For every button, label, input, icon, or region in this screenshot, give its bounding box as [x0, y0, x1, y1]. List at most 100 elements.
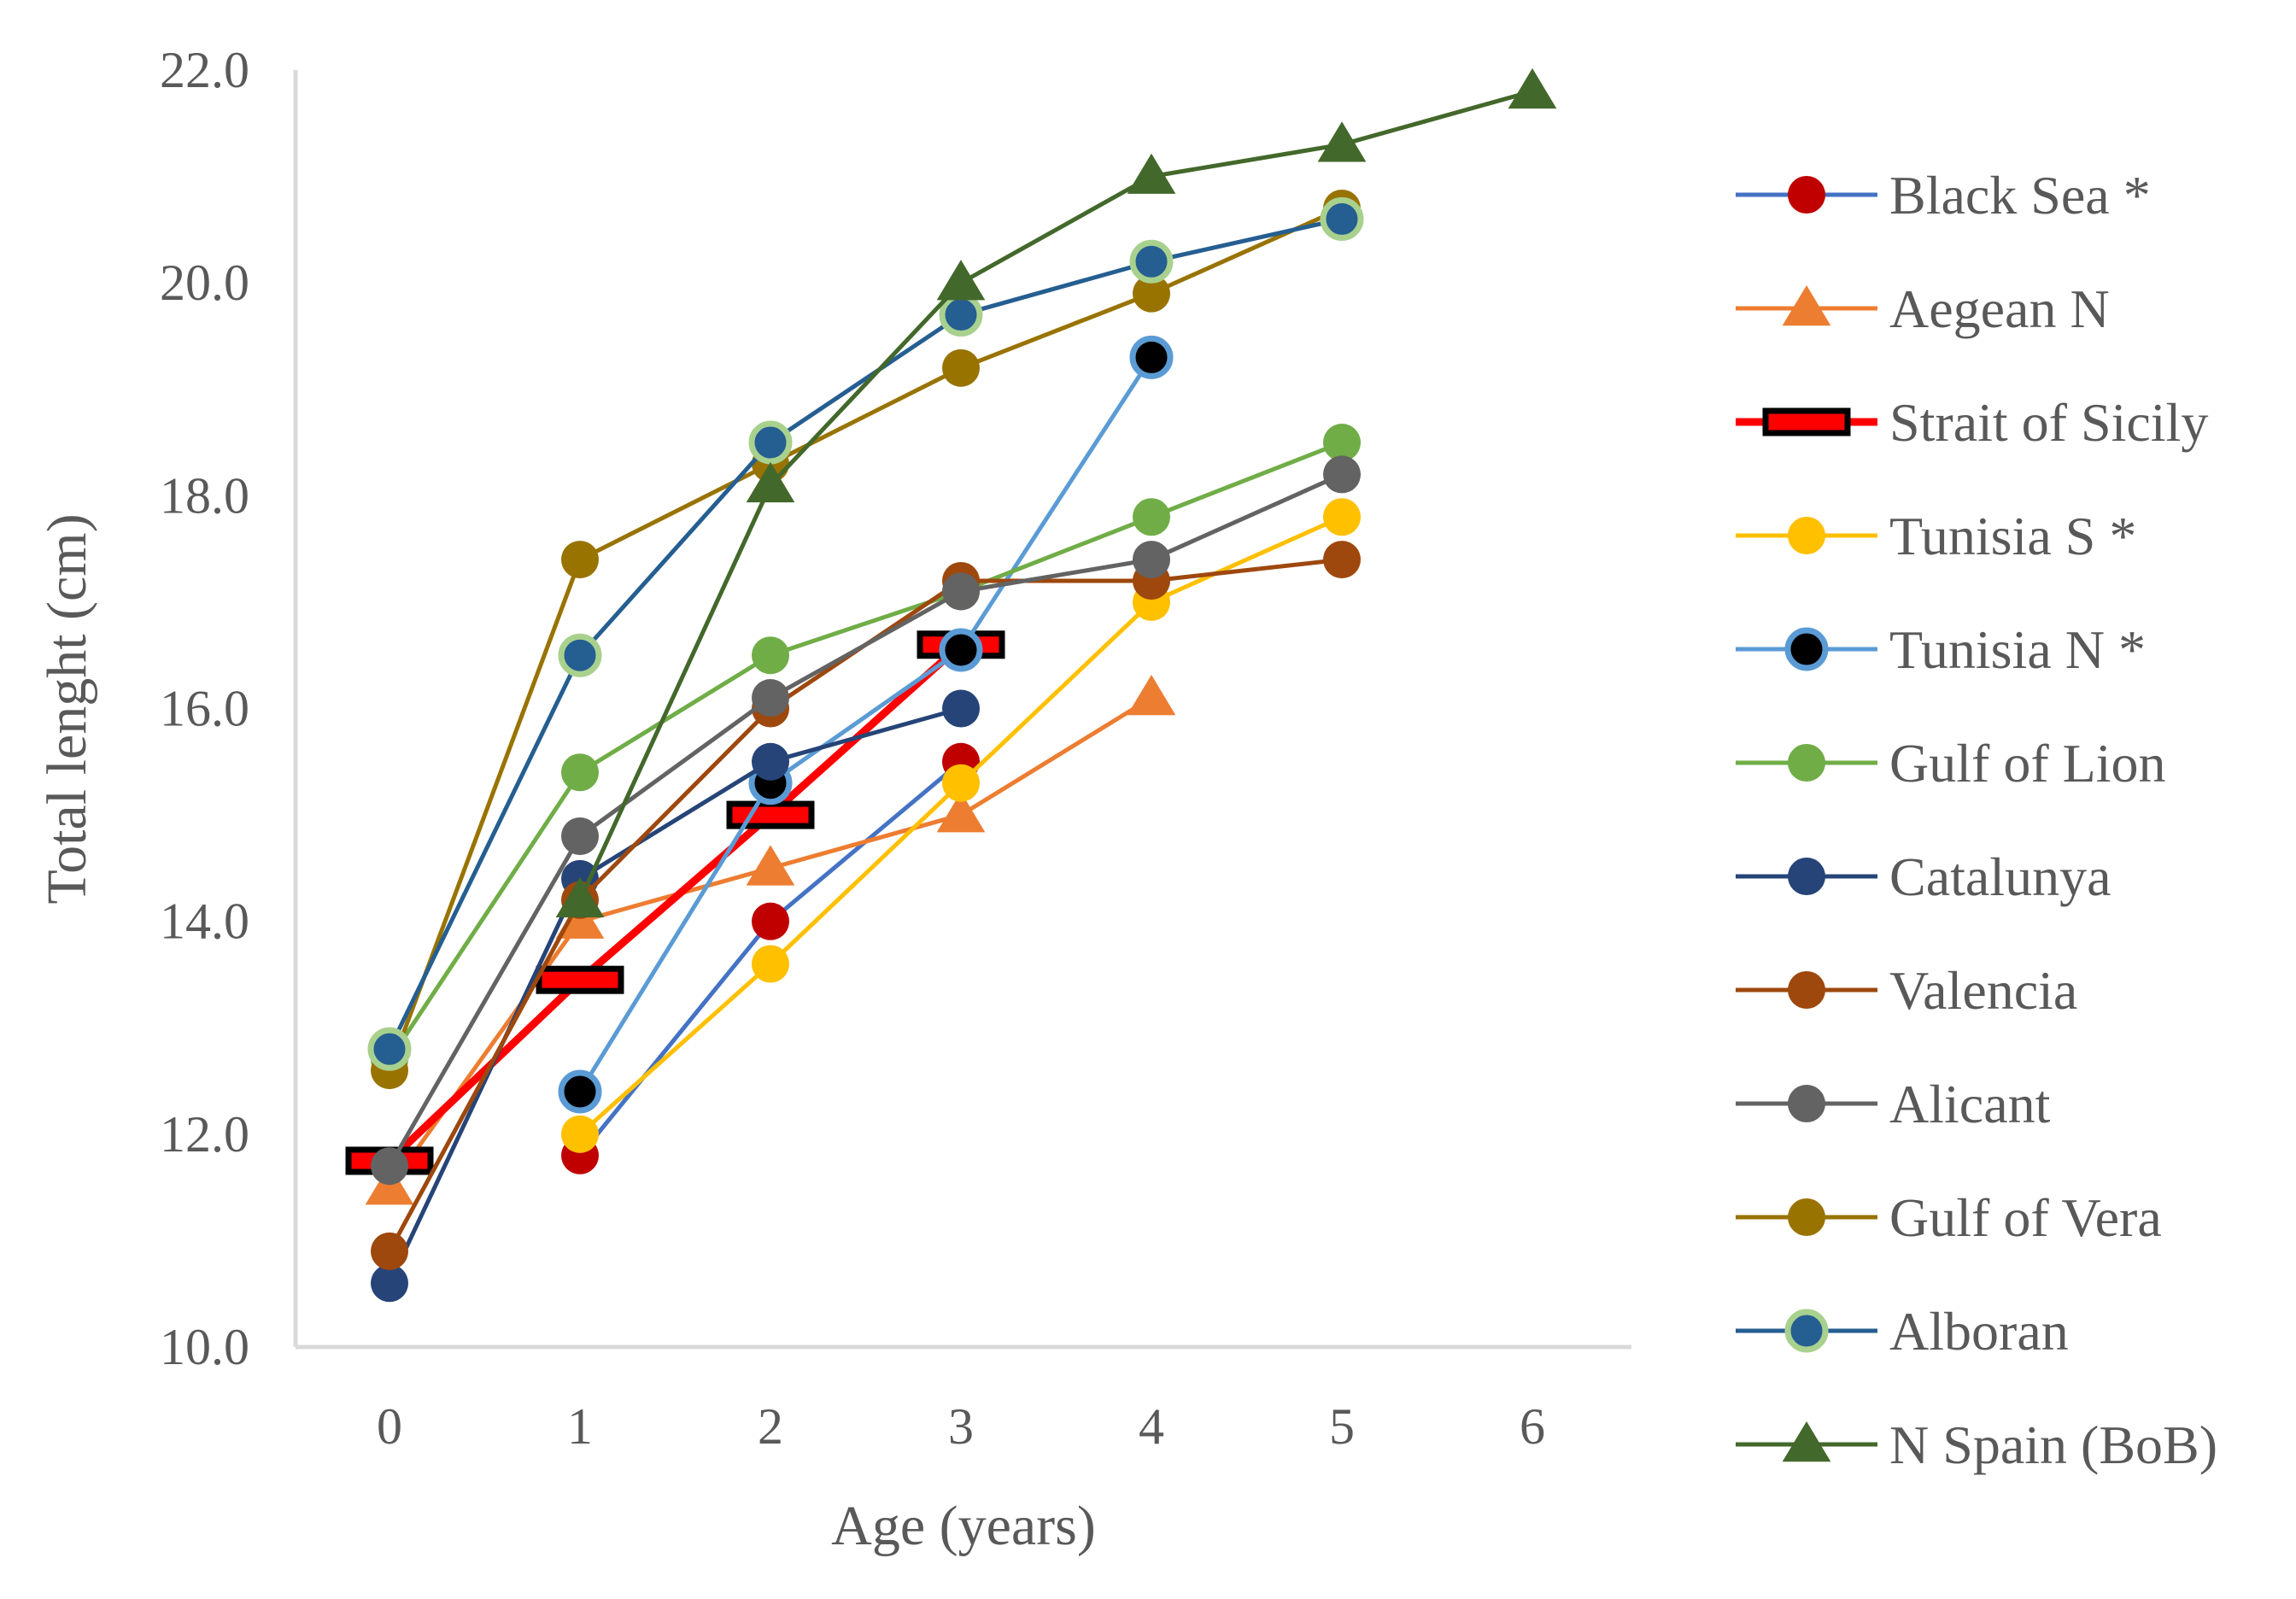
- y-tick-label: 12.0: [160, 1106, 249, 1163]
- data-point: [1127, 153, 1176, 194]
- data-point-ring: [1129, 335, 1174, 379]
- series-strait-of-sicily: [345, 630, 1005, 1175]
- legend-swatch-marker: [1784, 1309, 1829, 1353]
- series-n-spain-bob: [555, 67, 1557, 917]
- data-point: [1133, 498, 1170, 536]
- data-point: [1133, 541, 1170, 579]
- x-tick-label: 1: [567, 1398, 593, 1455]
- series-gulf-of-lion: [371, 424, 1361, 1079]
- legend-item-catalunya: Catalunya: [1736, 846, 2111, 907]
- series-gulf-of-vera: [371, 189, 1361, 1090]
- legend-swatch-marker: [1784, 627, 1829, 671]
- series-line-gulf-of-lion: [387, 440, 1343, 1062]
- x-tick-label: 5: [1329, 1398, 1355, 1455]
- data-point: [746, 845, 795, 886]
- x-tick-label: 4: [1139, 1398, 1164, 1455]
- data-point: [939, 628, 983, 672]
- series-layer: [345, 67, 1557, 1303]
- data-point: [367, 1027, 412, 1071]
- data-point: [752, 945, 789, 983]
- legend-label: Black Sea *: [1889, 165, 2151, 226]
- data-point: [1129, 239, 1174, 284]
- legend: Black Sea * Aegean N Strait of Sicily Tunis…: [1736, 165, 2217, 1475]
- y-tick-label: 18.0: [160, 467, 249, 524]
- legend-swatch-marker: [1788, 517, 1825, 554]
- legend-swatch-marker: [1788, 1198, 1825, 1236]
- data-point: [558, 633, 602, 677]
- data-point-ring: [558, 1069, 602, 1114]
- y-tick-label: 16.0: [160, 681, 249, 737]
- series-tunisia-n: [558, 335, 1174, 1114]
- data-point: [555, 876, 605, 917]
- legend-item-tunisia-s: Tunisia S *: [1736, 506, 2136, 566]
- series-catalunya: [371, 689, 980, 1303]
- y-axis-title: Total lenght (cm): [36, 513, 98, 904]
- legend-label: Tunisia S *: [1889, 506, 2136, 566]
- series-line-alicant: [387, 472, 1344, 1168]
- legend-label: Alicant: [1889, 1074, 2051, 1134]
- legend-swatch-marker: [1788, 744, 1825, 782]
- legend-label: Gulf of Vera: [1889, 1187, 2162, 1248]
- data-point: [726, 800, 815, 829]
- legend-swatch-marker-ring: [1784, 627, 1829, 671]
- series-alboran: [367, 196, 1364, 1071]
- data-point: [1129, 335, 1174, 379]
- x-tick-label: 2: [758, 1398, 783, 1455]
- legend-item-n-spain-bob: N Spain (BoB): [1736, 1414, 2217, 1475]
- legend-item-valencia: Valencia: [1736, 960, 2077, 1021]
- data-point: [561, 753, 599, 792]
- data-point: [1317, 121, 1367, 162]
- data-point-ring: [748, 420, 793, 465]
- data-point: [752, 742, 789, 781]
- data-point: [936, 260, 986, 301]
- data-point: [1508, 67, 1557, 109]
- data-point: [536, 965, 624, 994]
- data-point: [752, 636, 789, 675]
- series-line-strait-of-sicily: [386, 641, 964, 1164]
- data-point: [936, 792, 986, 833]
- legend-swatch-marker: [1782, 285, 1831, 326]
- x-tick-label: 6: [1520, 1398, 1545, 1455]
- legend-item-black-sea: Black Sea *: [1736, 165, 2151, 226]
- x-tick-label: 3: [948, 1398, 974, 1455]
- data-point: [942, 689, 980, 728]
- x-tick-label: 0: [377, 1398, 402, 1455]
- data-point: [939, 293, 983, 337]
- legend-label: Catalunya: [1889, 846, 2111, 907]
- series-valencia: [371, 541, 1361, 1270]
- data-point: [1127, 675, 1176, 716]
- x-axis-title: Age (years): [831, 1495, 1096, 1557]
- data-point: [752, 902, 789, 940]
- legend-label: Strait of Sicily: [1889, 392, 2208, 453]
- legend-label: N Spain (BoB): [1889, 1414, 2217, 1475]
- data-point: [748, 420, 793, 465]
- legend-swatch-marker: [1788, 858, 1825, 895]
- data-point-ring: [939, 293, 983, 337]
- legend-swatch-marker: [1782, 1421, 1831, 1462]
- data-point: [942, 764, 980, 802]
- data-point-ring: [1129, 239, 1174, 284]
- legend-label: Aegean N: [1889, 278, 2110, 339]
- data-point: [1323, 498, 1361, 536]
- legend-swatch-marker-ring: [1784, 1309, 1829, 1353]
- y-tick-label: 14.0: [160, 893, 249, 950]
- axes: [293, 70, 1631, 1350]
- data-point: [561, 541, 599, 579]
- legend-item-gulf-of-lion: Gulf of Lion: [1736, 733, 2166, 794]
- y-tick-label: 10.0: [160, 1319, 249, 1375]
- legend-swatch-marker: [1788, 176, 1825, 214]
- data-point: [371, 1232, 408, 1270]
- legend-item-gulf-of-vera: Gulf of Vera: [1736, 1187, 2162, 1248]
- y-tick-label: 20.0: [160, 255, 249, 311]
- y-tick-label: 22.0: [160, 42, 249, 98]
- data-point: [746, 461, 795, 503]
- legend-swatch-marker: [1788, 971, 1825, 1009]
- legend-label: Gulf of Lion: [1889, 733, 2166, 794]
- x-tick-labels: 0 1 2 3 4 5 6: [377, 1398, 1545, 1455]
- data-point: [942, 348, 980, 387]
- legend-item-aegean-n: Aegean N: [1736, 278, 2110, 339]
- data-point: [1323, 541, 1361, 579]
- legend-item-strait-of-sicily: Strait of Sicily: [1736, 392, 2208, 453]
- data-point: [1323, 424, 1361, 462]
